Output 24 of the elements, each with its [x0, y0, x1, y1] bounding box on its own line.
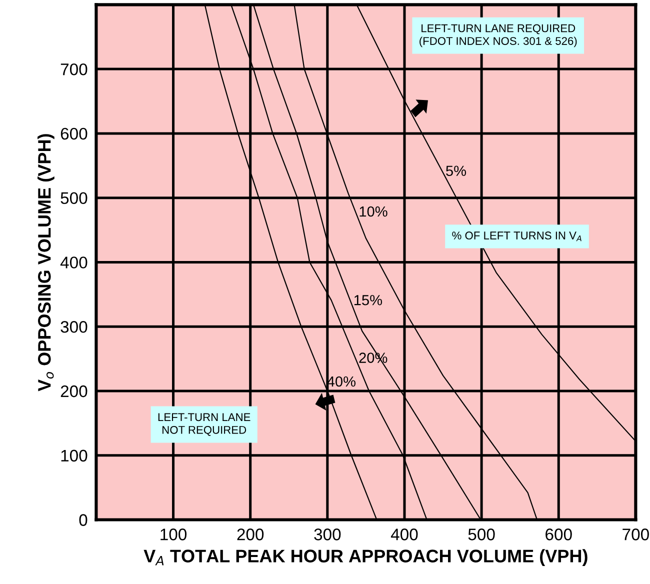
y-tick-label: 400 — [60, 256, 88, 268]
series-label: 10% — [360, 206, 388, 217]
y-tick-label: 600 — [60, 128, 88, 140]
y-tick-label: 500 — [60, 192, 88, 204]
x-axis-title: V$_{A}$ TOTAL PEAK HOUR APPROACH VOLUME (VPH) — [144, 549, 588, 566]
annotation: LEFT-TURN LANE REQUIRED (FDOT INDEX NOS. 301 & 526) — [420, 24, 577, 48]
y-tick-label: 300 — [60, 321, 88, 333]
x-tick-label: 600 — [546, 528, 572, 540]
x-tick-label: 500 — [468, 528, 495, 540]
y-tick-label: 700 — [60, 63, 88, 76]
y-tick-label: 200 — [60, 385, 88, 398]
y-tick-label: 0 — [79, 514, 88, 526]
x-tick-label: 400 — [390, 528, 418, 540]
annotation: LEFT-TURN LANE NOT REQUIRED — [158, 413, 250, 436]
y-tick-label: 100 — [61, 450, 88, 462]
series-label: 5% — [446, 166, 466, 176]
x-tick-label: 200 — [237, 528, 264, 540]
x-tick-label: 100 — [160, 528, 187, 540]
series-label: 15% — [354, 295, 382, 306]
annotation: % OF LEFT TURNS IN V$_{A}$ — [452, 232, 582, 242]
x-tick-label: 700 — [622, 528, 649, 540]
series-label: 40% — [327, 376, 356, 387]
y-axis-title: V$_{o}$ OPPOSING VOLUME (VPH) — [38, 134, 54, 392]
x-tick-label: 300 — [314, 528, 341, 540]
